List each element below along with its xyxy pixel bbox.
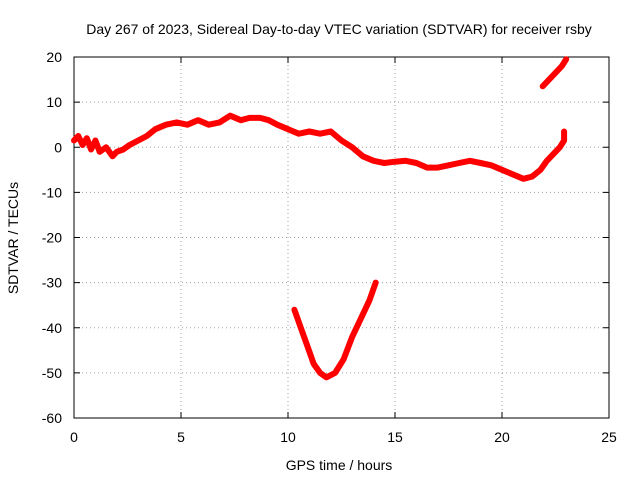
data-point bbox=[306, 129, 312, 134]
data-point bbox=[561, 138, 567, 143]
series-group bbox=[71, 56, 570, 381]
data-point bbox=[467, 158, 473, 164]
data-point bbox=[80, 142, 86, 148]
data-point bbox=[88, 147, 94, 152]
gridlines bbox=[74, 57, 609, 418]
data-point bbox=[127, 142, 133, 148]
data-point bbox=[84, 135, 90, 141]
data-point bbox=[563, 56, 569, 62]
data-point bbox=[488, 162, 494, 168]
data-point bbox=[557, 144, 563, 150]
x-tick-label: 10 bbox=[280, 429, 296, 445]
x-tick-label: 25 bbox=[601, 429, 617, 445]
data-point bbox=[349, 144, 355, 150]
data-point bbox=[544, 158, 550, 164]
data-point bbox=[298, 325, 304, 331]
data-point bbox=[510, 171, 516, 177]
data-point bbox=[135, 138, 141, 143]
data-point bbox=[247, 115, 252, 121]
data-point bbox=[366, 298, 372, 304]
data-point bbox=[257, 115, 263, 121]
x-tick-label: 15 bbox=[387, 429, 403, 445]
data-point bbox=[561, 129, 567, 134]
data-point bbox=[152, 126, 158, 132]
data-point bbox=[324, 374, 329, 380]
data-point bbox=[75, 133, 81, 139]
data-point bbox=[550, 151, 556, 157]
y-tick-label: 0 bbox=[54, 139, 62, 155]
data-point bbox=[360, 153, 366, 159]
y-tick-label: -10 bbox=[42, 184, 62, 200]
y-axis-label: SDTVAR / TECUs bbox=[5, 182, 21, 294]
data-point bbox=[266, 117, 272, 123]
data-point bbox=[144, 133, 150, 139]
data-point bbox=[332, 370, 338, 376]
axis-ticks: 0 5 10 15 20 25 -60 -50 -40 -30 -20 -10 0 10 20 bbox=[42, 49, 617, 445]
data-point bbox=[274, 122, 280, 128]
data-point bbox=[304, 343, 310, 349]
data-point bbox=[381, 160, 387, 166]
data-point bbox=[413, 160, 419, 166]
data-point bbox=[349, 334, 355, 340]
data-point bbox=[392, 159, 398, 165]
data-point bbox=[553, 70, 558, 76]
x-tick-label: 20 bbox=[494, 429, 510, 445]
data-point bbox=[206, 122, 212, 128]
data-point bbox=[559, 63, 565, 69]
x-tick-label: 0 bbox=[70, 429, 78, 445]
data-point bbox=[499, 167, 505, 173]
data-point bbox=[317, 370, 323, 376]
chart-title: Day 267 of 2023, Sidereal Day-to-day VTE… bbox=[86, 21, 592, 37]
data-point bbox=[529, 174, 535, 180]
data-point bbox=[403, 158, 409, 164]
data-point bbox=[291, 307, 297, 313]
data-point bbox=[478, 160, 484, 166]
data-point bbox=[341, 356, 347, 362]
data-point bbox=[435, 165, 441, 171]
y-tick-label: -30 bbox=[42, 275, 62, 291]
data-point bbox=[446, 162, 451, 168]
y-tick-label: -60 bbox=[42, 410, 62, 426]
data-point bbox=[217, 119, 222, 125]
data-point bbox=[328, 129, 334, 134]
data-point bbox=[296, 131, 302, 137]
y-tick-label: -40 bbox=[42, 320, 62, 336]
data-point bbox=[520, 176, 526, 182]
data-point bbox=[114, 149, 120, 155]
data-point bbox=[538, 167, 543, 173]
data-point bbox=[184, 122, 190, 128]
y-tick-label: 10 bbox=[46, 94, 62, 110]
data-point bbox=[163, 122, 169, 128]
data-point bbox=[311, 361, 317, 367]
data-point bbox=[456, 160, 462, 166]
data-point bbox=[195, 117, 201, 123]
data-point bbox=[71, 138, 77, 143]
data-point bbox=[424, 165, 430, 171]
x-axis-label: GPS time / hours bbox=[286, 457, 393, 473]
data-point bbox=[373, 280, 379, 286]
y-tick-label: 20 bbox=[46, 49, 62, 65]
data-point bbox=[339, 138, 344, 143]
series-line-segment-2 bbox=[291, 279, 379, 381]
data-point bbox=[97, 149, 103, 155]
x-tick-label: 5 bbox=[177, 429, 185, 445]
data-point bbox=[546, 77, 552, 83]
data-point bbox=[110, 153, 115, 159]
data-point bbox=[371, 158, 377, 164]
data-point bbox=[358, 316, 364, 322]
data-point bbox=[285, 126, 291, 132]
data-point bbox=[174, 119, 180, 125]
data-point bbox=[120, 147, 126, 152]
data-point bbox=[238, 117, 244, 123]
data-point bbox=[317, 131, 323, 137]
data-point bbox=[227, 113, 233, 119]
data-point bbox=[92, 138, 98, 143]
data-point bbox=[103, 144, 109, 150]
y-tick-label: -20 bbox=[42, 230, 62, 246]
data-point bbox=[540, 83, 546, 89]
y-tick-label: -50 bbox=[42, 365, 62, 381]
